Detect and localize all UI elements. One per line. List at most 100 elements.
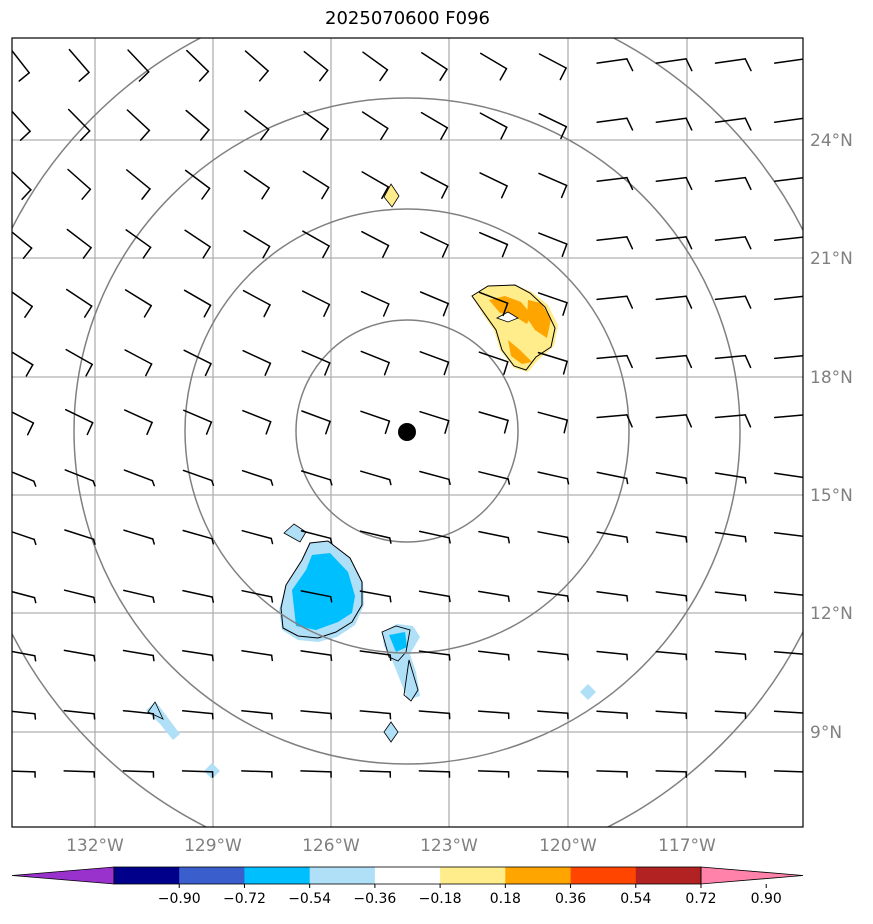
colorbar-extend-high [700,866,804,885]
wind-barb-feather [211,654,214,662]
wind-barb-shaft [66,228,92,249]
wind-barb-shaft [300,470,332,481]
lat-label-18n: 18°N [810,368,853,388]
wind-barb-feather [626,176,634,191]
wind-barb-shaft [300,530,332,540]
wind-barb-shaft [184,169,211,190]
wind-barb-shaft [64,529,95,540]
wind-barb-shaft [596,650,628,656]
wind-barb-shaft [300,710,332,715]
wind-barb-shaft [477,650,510,656]
wind-barb-shaft [63,589,95,599]
positive-anomaly-contours [383,183,558,372]
colorbar-tick-label: 0.72 [685,891,716,907]
wind-barb-shaft [538,53,567,69]
wind-barb-feather [33,480,37,487]
wind-barb-feather [321,186,330,200]
wind-barb-feather [685,536,688,543]
wind-barb-feather [383,361,390,376]
wind-barb-shaft [537,770,569,773]
wind-barb-feather [507,536,510,544]
wind-barb-shaft [418,590,450,598]
wind-barb-shaft [303,110,329,130]
wind-barb-feather [744,58,752,72]
wind-barb-shaft [479,112,508,129]
colorbar-extend-low [11,866,115,885]
wind-barb-shaft [361,111,389,130]
wind-barb-feather [507,478,511,485]
colorbar-outline [113,866,702,885]
wind-barb-shaft [182,589,213,598]
wind-barb-feather [685,236,693,250]
wind-barb-feather [389,537,392,544]
wind-barb-shaft [359,650,391,656]
colorbar-tick-label: −0.72 [223,891,266,907]
wind-barb-shaft [419,291,449,305]
wind-barb-shaft [478,291,509,304]
wind-barb-feather [205,421,213,435]
wind-barb-feather [211,537,215,545]
colorbar-tick-label: −0.36 [353,891,396,907]
wind-barb-shaft [773,177,803,182]
wind-barb-feather [270,479,274,486]
wind-barb-feather [143,304,152,318]
wind-barb-shaft [12,531,35,541]
wind-barb-shaft [65,288,93,307]
wind-barb-shaft [418,650,451,656]
wind-barb-feather [139,129,151,141]
wind-barb-feather [685,58,693,72]
wind-barb-shaft [243,230,271,248]
wind-barb-feather [804,478,805,483]
wind-barb-shaft [12,411,35,424]
wind-barb-feather [25,364,34,377]
wind-barb-shaft [242,289,271,306]
wind-barb-feather [270,537,274,545]
wind-barb-shaft [714,591,747,597]
wind-barb-feather [319,69,329,82]
wind-barb-shaft [596,176,628,182]
wind-barb-feather [805,296,810,308]
wind-barb-feather [33,538,37,546]
wind-barb-shaft [182,469,213,482]
wind-barb-shaft [773,236,803,242]
wind-barb-shaft [243,170,270,189]
wind-barb-shaft [68,48,90,74]
wind-barb-shaft [773,770,803,773]
wind-barb-shaft [300,650,332,656]
wind-barb-shaft [301,410,331,423]
wind-barb-feather [744,414,752,428]
colorbar-tick-label: 0.18 [490,891,521,907]
wind-barb-feather [502,302,509,317]
lat-label-12n: 12°N [810,604,853,624]
wind-barb-shaft [124,349,153,365]
wind-barb-shaft [714,236,747,242]
wind-barb-shaft [478,411,509,422]
wind-barb-shaft [127,49,150,73]
colorbar-box [374,867,441,884]
wind-barb-feather [562,301,568,316]
wind-barb-feather [329,595,333,603]
wind-barb-shaft [537,411,569,421]
wind-barb-feather [626,354,633,369]
wind-barb-shaft [126,109,151,132]
wind-barb-shaft [244,110,270,131]
wind-barb-shaft [359,590,391,598]
wind-barb-feather [322,245,330,259]
wind-barb-shaft [714,58,747,64]
wind-barb-feather [503,361,509,375]
wind-barb-feather [626,414,633,428]
wind-barb-shaft [596,236,628,242]
wind-barb-shaft [596,414,628,419]
wind-barb-feather [141,188,151,200]
wind-barb-feather [744,117,752,131]
wind-barb-shaft [596,710,628,714]
wind-barb-feather [270,596,274,603]
wind-barb-shaft [596,295,628,301]
wind-barb-shaft [241,529,273,540]
wind-barb-shaft [596,531,628,538]
wind-barb-shaft [12,110,31,133]
wind-barb-feather [152,538,155,545]
wind-barb-shaft [302,230,330,247]
wind-barb-feather [211,596,215,603]
